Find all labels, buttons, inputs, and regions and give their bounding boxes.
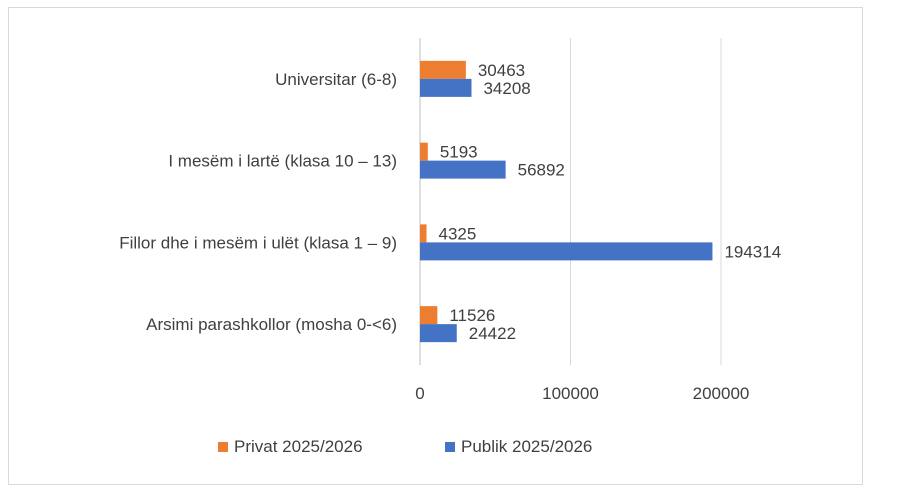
data-label: 24422 [469, 324, 516, 343]
bar-privat [420, 142, 428, 161]
bar-publik [420, 324, 457, 343]
bar-publik [420, 242, 713, 261]
category-label: I mesëm i lartë (klasa 10 – 13) [168, 152, 397, 171]
data-label: 56892 [518, 161, 565, 180]
bar-publik [420, 78, 472, 97]
bar-privat [420, 224, 427, 243]
legend-label: Privat 2025/2026 [234, 437, 363, 456]
category-label: Arsimi parashkollor (mosha 0-<6) [146, 315, 397, 334]
bar-publik [420, 160, 506, 179]
category-label: Fillor dhe i mesëm i ulët (klasa 1 – 9) [119, 233, 397, 252]
data-label: 5193 [440, 143, 478, 162]
bar-privat [420, 60, 466, 79]
data-label: 4325 [439, 224, 477, 243]
data-label: 30463 [478, 61, 525, 80]
data-label: 194314 [724, 242, 781, 261]
data-label: 11526 [449, 306, 495, 325]
bar-privat [420, 306, 438, 325]
x-tick-label: 100000 [542, 384, 599, 403]
x-tick-label: 0 [415, 384, 424, 403]
legend-label: Publik 2025/2026 [461, 437, 592, 456]
legend-swatch-publik [445, 442, 455, 452]
category-label: Universitar (6-8) [275, 70, 397, 89]
data-label: 34208 [483, 79, 530, 98]
x-tick-label: 200000 [693, 384, 750, 403]
legend-swatch-privat [218, 442, 228, 452]
